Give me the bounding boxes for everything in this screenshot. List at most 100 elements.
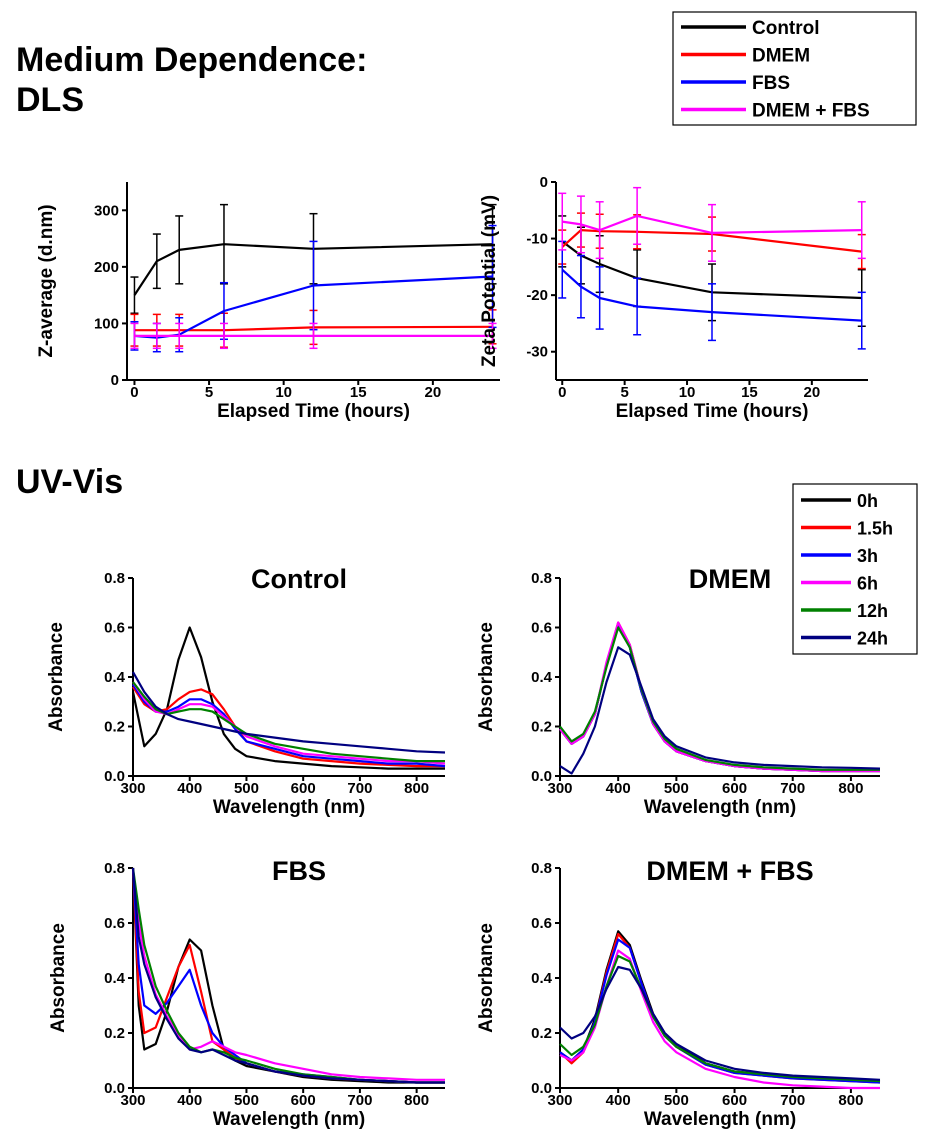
series-line <box>131 867 445 1084</box>
x-tick-label: 600 <box>722 1092 747 1109</box>
series-3h <box>559 938 881 1084</box>
series-control <box>130 203 497 314</box>
x-tick-label: 600 <box>722 780 747 797</box>
series-line <box>559 646 881 775</box>
y-tick-label: 0.4 <box>531 970 553 987</box>
x-tick-label: 800 <box>404 780 429 797</box>
x-axis-label: Wavelength (nm) <box>213 797 365 818</box>
title-line-1: Medium Dependence: <box>16 41 368 79</box>
y-tick-label: 0.2 <box>104 719 125 736</box>
y-tick-label: 0.4 <box>104 669 126 686</box>
y-axis-label: Absorbance <box>476 622 497 732</box>
x-axis-label: Elapsed Time (hours) <box>217 401 410 422</box>
x-tick-label: 500 <box>664 1092 689 1109</box>
chart-uv-control: 300 400 500 600 700 800 0.0 0.2 0.4 0.6 0.8 Wavelen… <box>46 564 446 818</box>
series-12h <box>131 867 445 1084</box>
series-line <box>134 275 493 339</box>
y-tick-label: 0.0 <box>104 768 125 785</box>
series-line <box>132 686 445 768</box>
series-24h <box>131 867 445 1084</box>
x-tick-label: 10 <box>679 384 696 401</box>
x-tick-label: 600 <box>291 1092 316 1109</box>
series-dmem-fbs <box>130 322 497 350</box>
chart-title: DMEM + FBS <box>646 856 813 886</box>
x-tick-label: 300 <box>120 1092 145 1109</box>
uvvis-heading: UV-Vis <box>16 463 124 501</box>
series-3h <box>131 867 445 1084</box>
x-tick-label: 500 <box>234 780 259 797</box>
legend-uv: 0h 1.5h 3h 6h 12h 24h <box>792 483 918 655</box>
y-tick-label: 0.6 <box>531 915 552 932</box>
y-tick-label: 0.0 <box>104 1080 125 1097</box>
x-tick-label: 10 <box>275 384 292 401</box>
series-line <box>559 626 880 771</box>
x-axis-label: Elapsed Time (hours) <box>616 401 809 422</box>
x-tick-label: 300 <box>120 780 145 797</box>
series-1-5h <box>131 867 445 1084</box>
y-tick-label: 0.2 <box>104 1025 125 1042</box>
title-line-2: DLS <box>16 81 84 119</box>
series-line <box>131 867 445 1084</box>
series-3h <box>132 683 446 768</box>
chart-title: Control <box>251 564 347 594</box>
legend-label: 3h <box>857 546 878 566</box>
y-tick-label: 0.0 <box>531 768 552 785</box>
x-tick-label: 400 <box>606 780 631 797</box>
x-tick-label: 400 <box>177 1092 202 1109</box>
x-axis-label: Wavelength (nm) <box>213 1109 365 1130</box>
y-tick-label: 0.4 <box>104 970 126 987</box>
series-line <box>131 867 445 1084</box>
legend-box <box>672 11 917 126</box>
legend-label: 24h <box>857 629 888 649</box>
x-tick-label: 20 <box>803 384 820 401</box>
legend-label: 0h <box>857 491 878 511</box>
series-line <box>559 932 881 1084</box>
x-tick-label: 20 <box>425 384 442 401</box>
series-line <box>561 268 862 322</box>
series-line <box>561 229 862 253</box>
series-12h <box>559 954 881 1083</box>
series-line <box>132 681 446 765</box>
x-tick-label: 600 <box>291 780 316 797</box>
y-tick-label: 0.6 <box>104 915 125 932</box>
legend-label: DMEM + FBS <box>752 101 870 122</box>
series-line <box>134 325 493 332</box>
y-axis-label: Absorbance <box>46 622 67 732</box>
y-tick-label: 0.6 <box>531 620 552 637</box>
chart-title: FBS <box>272 856 326 886</box>
series-fbs <box>558 240 866 350</box>
x-axis-label: Wavelength (nm) <box>644 797 796 818</box>
series-line <box>559 938 881 1084</box>
x-tick-label: 700 <box>347 780 372 797</box>
series-0h <box>559 930 881 1083</box>
legend-label: FBS <box>752 73 790 94</box>
x-tick-label: 0 <box>130 384 138 401</box>
series-dmem-fbs <box>558 186 866 262</box>
x-tick-label: 700 <box>780 1092 805 1109</box>
x-tick-label: 0 <box>558 384 566 401</box>
legend-label: DMEM <box>752 46 810 67</box>
series-line <box>131 867 445 1084</box>
chart-zeta: 0 5 10 15 20 -30 -20 -10 0 Elapsed Time (hours) Ze… <box>479 174 868 422</box>
series-24h <box>132 671 446 754</box>
legend-box <box>792 483 918 655</box>
y-axis-label: Absorbance <box>48 923 69 1033</box>
x-tick-label: 700 <box>347 1092 372 1109</box>
y-tick-label: 0.2 <box>531 719 552 736</box>
x-tick-label: 800 <box>404 1092 429 1109</box>
y-tick-label: -30 <box>526 344 548 361</box>
x-tick-label: 800 <box>838 1092 863 1109</box>
y-axis-label: Zeta Potential (mV) <box>479 195 500 367</box>
legend-label: Control <box>752 18 820 39</box>
chart-uv-dmemfbs: 300 400 500 600 700 800 0.0 0.2 0.4 0.6 0.8 Wavelen… <box>476 856 881 1130</box>
legend-label: 1.5h <box>857 519 893 539</box>
y-axis-label: Z-average (d.nm) <box>36 204 57 357</box>
x-tick-label: 5 <box>205 384 213 401</box>
series-line <box>132 683 446 768</box>
series-6h <box>559 621 880 773</box>
x-tick-label: 15 <box>741 384 758 401</box>
chart-title: DMEM <box>689 564 772 594</box>
y-tick-label: 0.8 <box>531 860 552 877</box>
legend-dls: Control DMEM FBS DMEM + FBS <box>672 11 917 126</box>
